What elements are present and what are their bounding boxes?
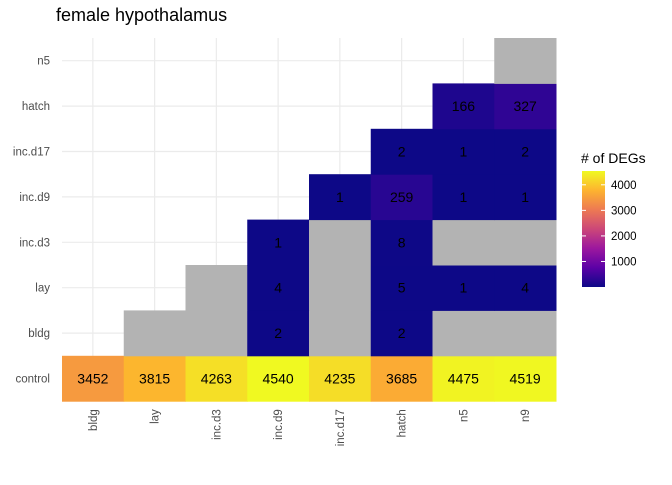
cell-value-label: 3685: [386, 371, 417, 387]
heatmap-cell-inc-d3-bldg: [185, 310, 248, 357]
cell-value-label: 166: [452, 98, 476, 114]
cell-labels: 3452 3815 4263 4540 4235 3685 4475 4519 2 2 4 5 1 4 1 8…: [77, 98, 541, 386]
cell-value-label: 1: [274, 234, 282, 250]
x-axis: bldg lay inc.d3 inc.d9 inc.d17 hatch n5 n9: [88, 409, 532, 446]
cell-value-label: 259: [390, 189, 414, 205]
y-axis: control bldg lay inc.d3 inc.d9 inc.d17 hatch n5: [13, 56, 50, 386]
heatmap-cell-hatch-bldg: [370, 310, 433, 357]
legend: # of DEGs 1000 2000 3000 4000: [581, 150, 646, 287]
heatmap-cell-n5-lay: [432, 265, 495, 311]
heatmap-cell-inc-d3-control: [185, 355, 248, 402]
heatmap-cell-n9-control: [494, 355, 557, 402]
heatmap-cell-n5-inc-d9: [432, 174, 495, 221]
legend-title: # of DEGs: [581, 150, 646, 166]
cell-value-label: 1: [459, 144, 467, 160]
heatmap-cell-n9-hatch: [494, 83, 557, 130]
heatmap-cell-inc-d17-lay: [309, 265, 372, 311]
heatmap-cells: [62, 38, 557, 402]
cell-value-label: 2: [398, 144, 406, 160]
cell-value-label: 4263: [201, 371, 232, 387]
heatmap-cell-n5-control: [432, 355, 495, 402]
y-tick-label: inc.d9: [19, 192, 50, 204]
cell-value-label: 327: [513, 98, 537, 114]
y-tick-label: inc.d17: [13, 147, 50, 159]
legend-tick-label: 2000: [611, 231, 637, 243]
cell-value-label: 4540: [263, 371, 294, 387]
cell-value-label: 1: [459, 189, 467, 205]
heatmap-cell-hatch-inc-d17: [370, 128, 433, 175]
y-tick-label: hatch: [22, 101, 50, 113]
y-tick-label: inc.d3: [19, 237, 50, 249]
heatmap-cell-n5-hatch: [432, 83, 495, 130]
heatmap-cell-inc-d9-lay: [247, 265, 310, 311]
cell-value-label: 8: [398, 234, 406, 250]
x-tick-label: inc.d9: [273, 409, 285, 440]
heatmap-cell-n9-n5: [494, 38, 557, 84]
heatmap-cell-inc-d17-control: [309, 355, 372, 402]
heatmap-cell-hatch-inc-d3: [370, 219, 433, 266]
x-tick-label: n5: [458, 409, 470, 422]
cell-value-label: 4475: [448, 371, 479, 387]
cell-value-label: 3452: [77, 371, 108, 387]
legend-tick-label: 4000: [611, 180, 637, 192]
cell-value-label: 4519: [510, 371, 541, 387]
cell-value-label: 2: [398, 325, 406, 341]
x-tick-label: lay: [150, 409, 162, 424]
chart-title: female hypothalamus: [56, 5, 228, 25]
cell-value-label: 4: [274, 280, 282, 296]
cell-value-label: 2: [521, 144, 529, 160]
x-tick-label: hatch: [397, 409, 409, 437]
heatmap-cell-hatch-inc-d9: [370, 174, 433, 221]
heatmap-cell-n9-inc-d9: [494, 174, 557, 221]
heatmap-cell-inc-d9-inc-d3: [247, 219, 310, 266]
y-tick-label: n5: [37, 56, 50, 68]
heatmap-cell-n9-lay: [494, 265, 557, 311]
heatmap-cell-n9-inc-d3: [494, 219, 557, 266]
legend-tick-label: 3000: [611, 205, 637, 217]
heatmap-cell-n5-bldg: [432, 310, 495, 357]
y-tick-label: control: [15, 374, 50, 386]
heatmap-cell-lay-control: [123, 355, 186, 402]
heatmap-cell-hatch-lay: [370, 265, 433, 311]
cell-value-label: 3815: [139, 371, 170, 387]
y-tick-label: lay: [35, 283, 50, 295]
heatmap-cell-inc-d17-bldg: [309, 310, 372, 357]
x-tick-label: bldg: [88, 409, 100, 431]
cell-value-label: 1: [459, 280, 467, 296]
legend-tick-label: 1000: [611, 256, 637, 268]
heatmap-cell-inc-d3-lay: [185, 265, 248, 311]
x-tick-label: n9: [520, 409, 532, 422]
heatmap-cell-inc-d9-bldg: [247, 310, 310, 357]
heatmap-cell-lay-bldg: [123, 310, 186, 357]
heatmap-cell-inc-d9-control: [247, 355, 310, 402]
cell-value-label: 2: [274, 325, 282, 341]
heatmap-cell-bldg-control: [62, 355, 125, 402]
heatmap-cell-n5-inc-d3: [432, 219, 495, 266]
heatmap-cell-n9-inc-d17: [494, 128, 557, 175]
cell-value-label: 4235: [324, 371, 355, 387]
x-tick-label: inc.d17: [335, 409, 347, 446]
legend-colorbar: [582, 171, 605, 287]
x-tick-label: inc.d3: [211, 409, 223, 440]
cell-value-label: 4: [521, 280, 529, 296]
heatmap-cell-inc-d17-inc-d3: [309, 219, 372, 266]
heatmap-cell-inc-d17-inc-d9: [309, 174, 372, 221]
cell-value-label: 1: [521, 189, 529, 205]
cell-value-label: 1: [336, 189, 344, 205]
cell-value-label: 5: [398, 280, 406, 296]
heatmap-cell-hatch-control: [370, 355, 433, 402]
y-tick-label: bldg: [28, 328, 50, 340]
heatmap-cell-n5-inc-d17: [432, 128, 495, 175]
heatmap-cell-n9-bldg: [494, 310, 557, 357]
